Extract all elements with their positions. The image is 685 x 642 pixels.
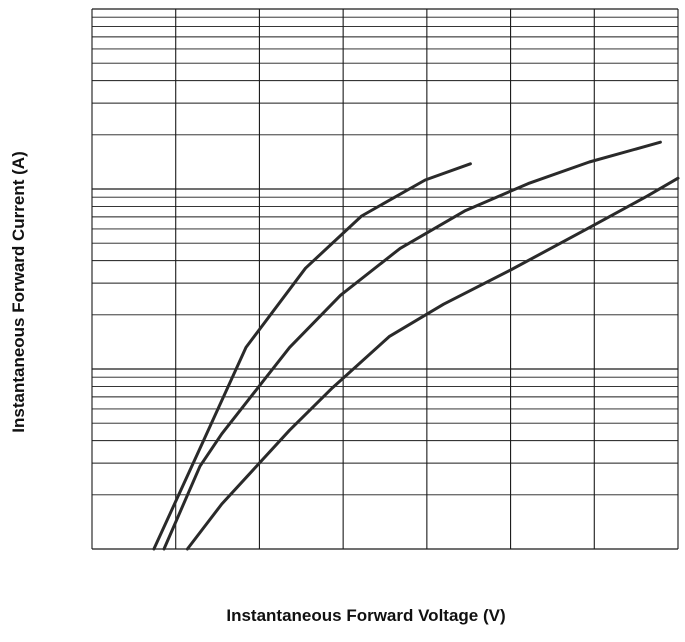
series-curve-3 <box>185 176 680 551</box>
series-curve-2 <box>162 140 662 551</box>
x-axis-label: Instantaneous Forward Voltage (V) <box>226 606 505 625</box>
curves <box>152 140 680 551</box>
plot-background <box>92 9 678 549</box>
y-axis-label: Instantaneous Forward Current (A) <box>9 151 28 432</box>
series-curve-1 <box>152 162 472 551</box>
